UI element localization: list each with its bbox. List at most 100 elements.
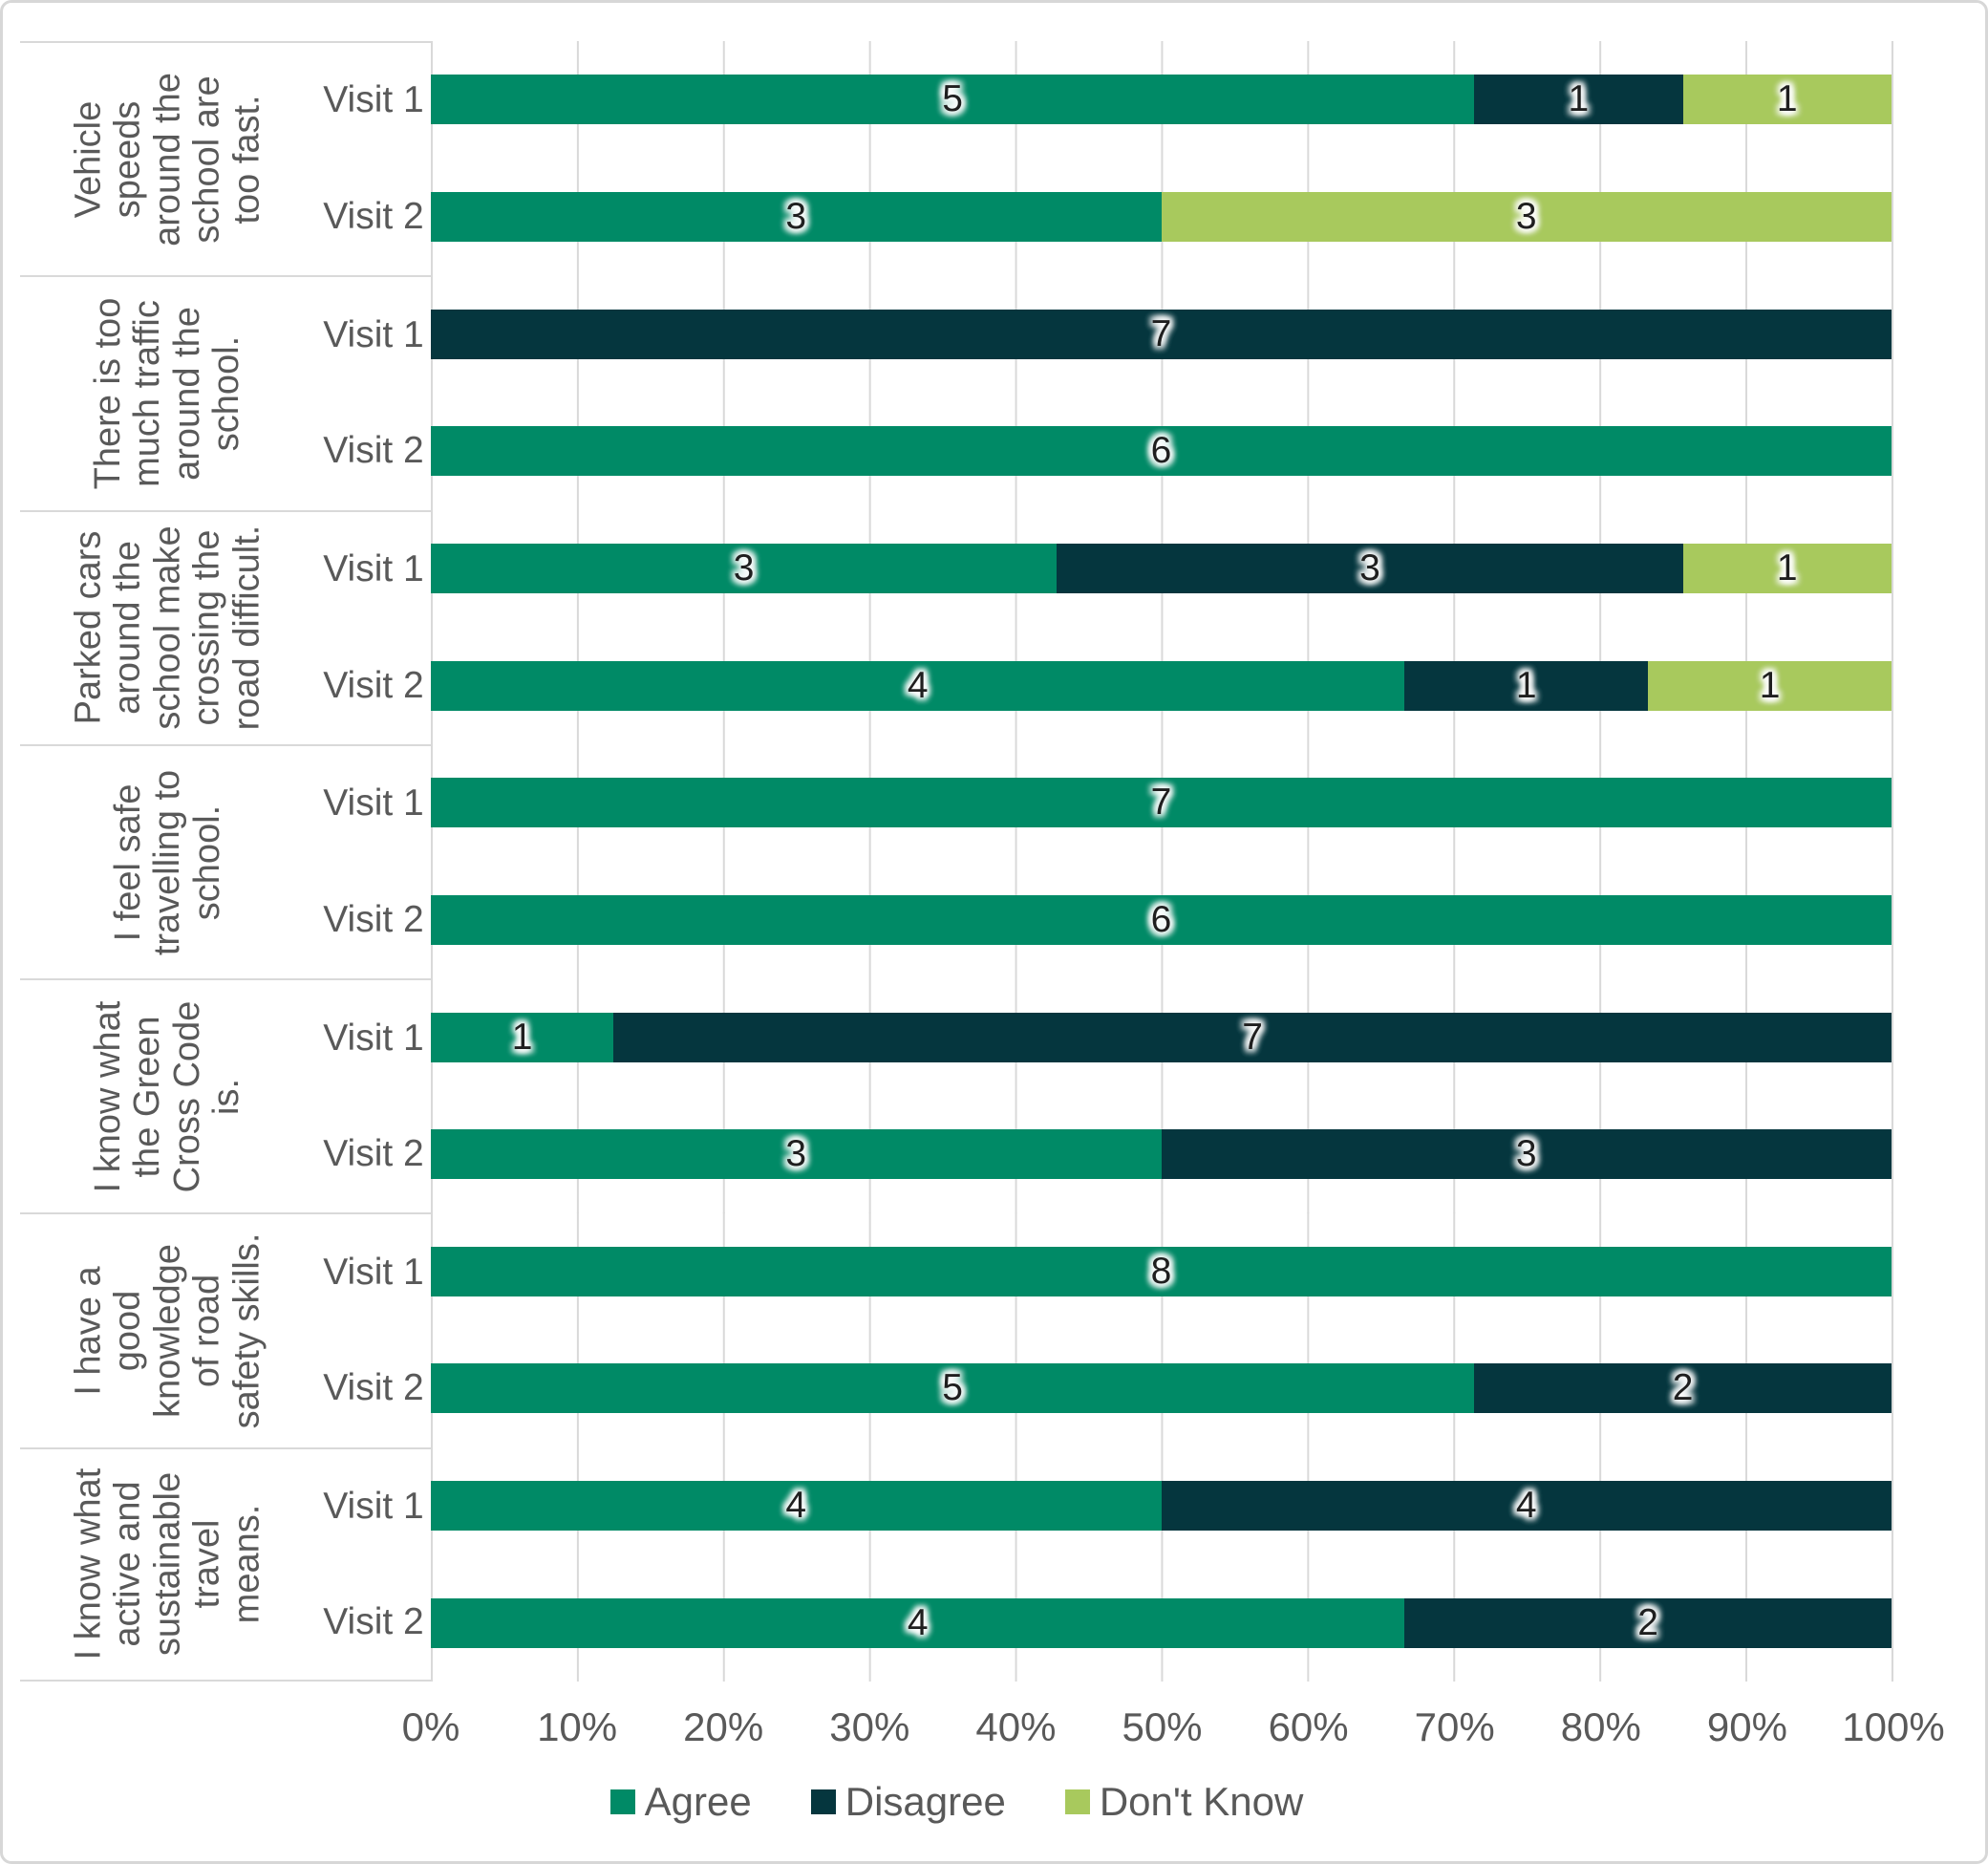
data-label: 1 [1759,664,1781,706]
legend-item: Don't Know [1064,1779,1303,1825]
stacked-bar: 6 [431,426,1892,477]
visit-label: Visit 1 [316,1212,431,1330]
legend-swatch-agree [609,1789,635,1815]
stacked-bar: 6 [431,894,1892,945]
legend: Agree Disagree Don't Know [20,1779,1893,1825]
bar-segment-disagree: 7 [431,309,1892,359]
data-label: 3 [1359,546,1380,589]
axis-tick-label: 0% [401,1704,460,1750]
bar-segment-disagree: 7 [613,1012,1892,1062]
axis-tick-label: 70% [1414,1704,1495,1750]
axis-tick-label: 10% [537,1704,618,1750]
visit-label: Visit 1 [316,978,431,1096]
bar-track: 6 [431,861,1893,979]
group-rows: Visit 1 3 3 1 Visit 2 4 1 1 [316,509,1893,744]
stacked-bar-chart: Vehicle speeds around the school are too… [3,3,1985,1861]
axis-tick-label: 50% [1122,1704,1203,1750]
x-axis: 0% 10% 20% 30% 40% 50% 60% 70% 80% 90% 100% [402,1682,1945,1773]
data-label: 3 [733,546,755,589]
bar-segment-disagree: 3 [1161,1129,1892,1180]
legend-label: Disagree [844,1779,1006,1825]
bar-track: 7 [431,275,1893,393]
data-label: 6 [1150,898,1172,940]
axis-tick-label: 100% [1842,1704,1945,1750]
bar-segment-agree: 4 [431,1597,1405,1648]
visit-label: Visit 2 [323,1133,424,1175]
visit-label: Visit 1 [316,41,431,159]
question-group: I know what the Green Cross Code is. Visi… [20,978,1893,1213]
bar-segment-agree: 6 [431,426,1892,477]
data-label: 3 [785,195,807,237]
data-label: 1 [1515,664,1537,706]
question-group: There is too much traffic around the sch… [20,275,1893,510]
axis-tick-label: 40% [975,1704,1057,1750]
bar-segment-agree: 8 [431,1246,1892,1296]
bar-segment-agree: 4 [431,660,1405,711]
bar-row: Visit 1 5 1 1 [316,41,1893,159]
visit-label: Visit 2 [323,1367,424,1409]
axis-tick-label: 80% [1560,1704,1641,1750]
bar-row: Visit 1 7 [316,275,1893,393]
data-label: 3 [1515,1133,1537,1175]
data-label: 5 [942,78,963,120]
bar-segment-don-t-know: 3 [1161,191,1892,242]
visit-label: Visit 2 [323,664,424,706]
visit-label: Visit 1 [316,743,431,862]
data-label: 3 [1515,195,1537,237]
data-label: 4 [907,664,929,706]
visit-label: Visit 1 [316,275,431,393]
bar-segment-disagree: 2 [1474,1363,1892,1414]
category-cell: I know what the Green Cross Code is. [20,978,316,1212]
bar-row: Visit 1 8 [316,1212,1893,1331]
stacked-bar: 7 [431,309,1892,359]
bar-row: Visit 2 4 1 1 [316,627,1893,744]
data-label: 4 [907,1601,929,1643]
category-cell: Parked cars around the school make cross… [20,509,316,744]
category-cell: Vehicle speeds around the school are too… [20,41,316,275]
bar-track: 6 [431,392,1893,510]
axis-tick-label: 20% [683,1704,764,1750]
category-cell: There is too much traffic around the sch… [20,275,316,509]
bar-segment-disagree: 4 [1161,1481,1892,1532]
data-label: 7 [1242,1016,1263,1058]
data-label: 8 [1150,1250,1172,1292]
data-label: 6 [1150,430,1172,472]
bar-track: 8 [431,1212,1893,1331]
axis-tick-label: 60% [1268,1704,1349,1750]
bar-segment-disagree: 2 [1404,1597,1892,1648]
category-label: I know what active and sustainable trave… [68,1468,267,1660]
bar-track: 4 1 1 [431,627,1893,744]
visit-label: Visit 1 [316,509,431,628]
stacked-bar: 3 3 1 [431,543,1892,593]
bar-segment-agree: 3 [431,1129,1162,1180]
data-label: 1 [1568,78,1590,120]
visit-label: Visit 2 [316,1564,431,1682]
bar-segment-agree: 5 [431,1363,1475,1414]
bar-segment-agree: 3 [431,543,1058,593]
legend-item: Disagree [810,1779,1006,1825]
axis-tick-label: 30% [829,1704,910,1750]
data-label: 7 [1150,312,1172,354]
bar-row: Visit 2 6 [316,392,1893,510]
bar-segment-agree: 3 [431,191,1162,242]
bar-segment-don-t-know: 1 [1648,660,1892,711]
category-cell: I have a good knowledge of road safety s… [20,1212,316,1446]
stacked-bar: 4 1 1 [431,660,1892,711]
category-cell: I know what active and sustainable trave… [20,1446,316,1682]
question-group: I have a good knowledge of road safety s… [20,1212,1893,1447]
bar-row: Visit 1 3 3 1 [316,509,1893,628]
bar-segment-agree: 5 [431,75,1475,125]
data-label: 1 [511,1016,533,1058]
